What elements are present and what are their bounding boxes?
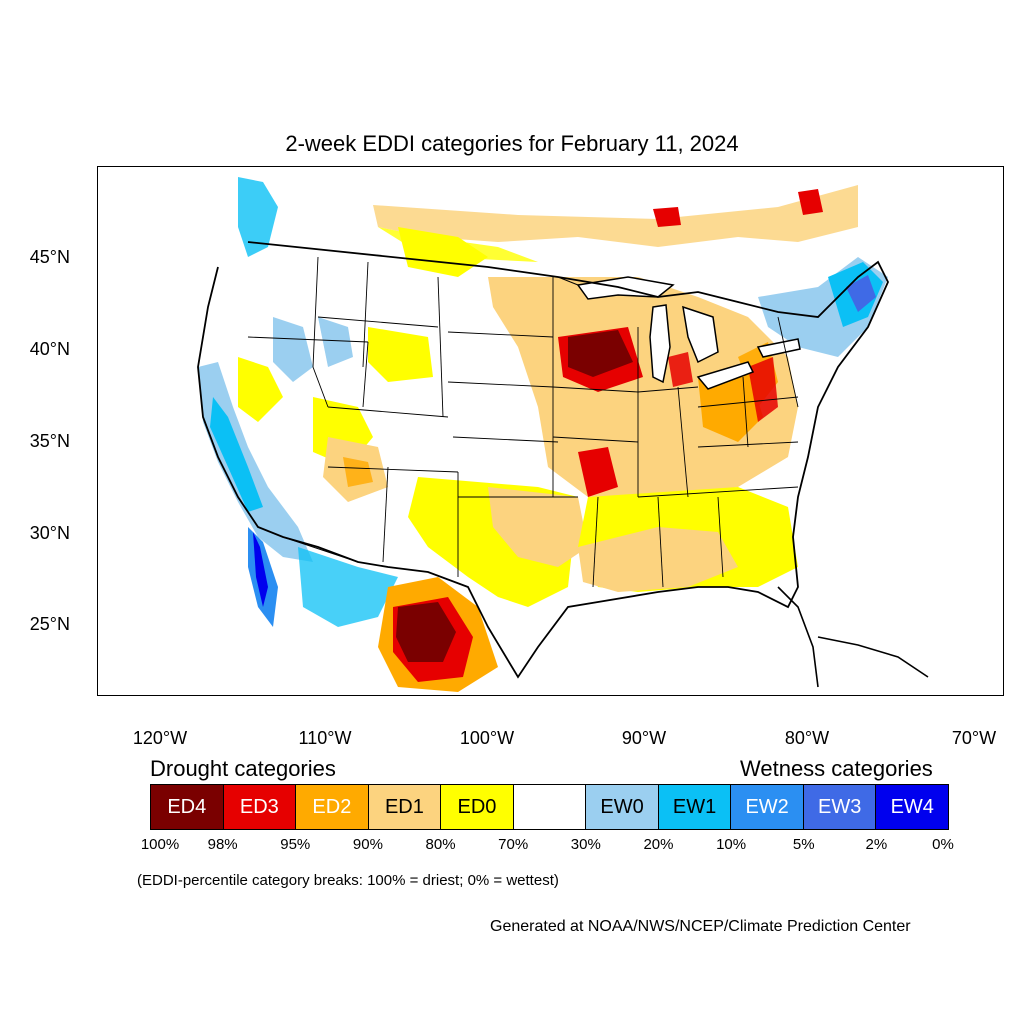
lon-label-100: 100°W bbox=[459, 728, 515, 748]
percentile-label: 90% bbox=[352, 836, 383, 853]
category-note: (EDDI-percentile category breaks: 100% =… bbox=[137, 872, 559, 889]
nv-wet-patch bbox=[273, 317, 313, 382]
canada-ed3-patch-2 bbox=[798, 189, 823, 215]
pa-ed3 bbox=[748, 357, 778, 422]
socal-wet-ew4 bbox=[253, 532, 268, 607]
west-coast-wet bbox=[198, 362, 313, 562]
percentile-label: 98% bbox=[207, 836, 238, 853]
gulf-ed1 bbox=[578, 527, 738, 592]
lake-erie bbox=[696, 361, 755, 390]
percentile-label: 0% bbox=[932, 836, 954, 853]
wetness-heading: Wetness categories bbox=[740, 756, 933, 781]
mexico-border bbox=[282, 536, 469, 588]
lon-label-120: 120°W bbox=[132, 728, 188, 748]
legend-box-ed2: ED2 bbox=[296, 785, 369, 829]
legend-color-bar: ED4 ED3 ED2 ED1 ED0 EW0 EW1 EW2 EW3 EW4 bbox=[150, 784, 949, 830]
lon-label-70: 70°W bbox=[951, 728, 997, 748]
legend-box-ed0: ED0 bbox=[441, 785, 514, 829]
co-ed2 bbox=[343, 457, 373, 487]
missouri-ed3 bbox=[578, 447, 618, 497]
map-title-text: 2-week EDDI categories for February 11, … bbox=[285, 131, 739, 156]
legend-box-ew0: EW0 bbox=[586, 785, 659, 829]
lat-label-45: 45°N bbox=[29, 247, 70, 267]
map-panel bbox=[97, 166, 1004, 696]
northeast-ew3 bbox=[846, 275, 876, 312]
lake-huron bbox=[682, 305, 719, 364]
credit-text: Generated at NOAA/NWS/NCEP/Climate Predi… bbox=[490, 918, 911, 935]
lon-label-80: 80°W bbox=[784, 728, 830, 748]
percentile-label: 10% bbox=[716, 836, 747, 853]
canada-ed3-patch bbox=[653, 207, 681, 227]
percentile-label: 100% bbox=[140, 836, 180, 853]
lon-label-90: 90°W bbox=[621, 728, 667, 748]
midwest-ed1 bbox=[488, 277, 798, 497]
legend-box-ew1: EW1 bbox=[658, 785, 732, 829]
legend-box-ed4: ED4 bbox=[151, 785, 224, 829]
legend-box-ew2: EW2 bbox=[731, 785, 804, 829]
great-basin-ed0 bbox=[238, 357, 283, 422]
florida-coast bbox=[777, 586, 819, 688]
lat-label-25: 25°N bbox=[29, 614, 70, 634]
us-outline bbox=[197, 241, 889, 679]
state-borders bbox=[247, 256, 799, 588]
lat-label-40: 40°N bbox=[29, 339, 70, 359]
percentile-label: 5% bbox=[792, 836, 815, 853]
lake-ontario bbox=[756, 338, 801, 358]
drought-heading: Drought categories bbox=[150, 756, 336, 781]
lat-label-35: 35°N bbox=[29, 431, 70, 451]
west-coast-wet-strong bbox=[210, 397, 263, 512]
legend-box-neutral bbox=[513, 785, 587, 829]
lake-michigan bbox=[649, 304, 671, 384]
cuba-coast bbox=[817, 636, 929, 678]
legend-box-ew3: EW3 bbox=[803, 785, 877, 829]
map-title: 2-week EDDI categories for February 11, … bbox=[0, 131, 1024, 157]
percentile-label: 70% bbox=[498, 836, 529, 853]
percentile-label: 80% bbox=[425, 836, 456, 853]
id-wet-patch bbox=[318, 317, 353, 367]
canada-border bbox=[247, 241, 579, 286]
percentile-label: 95% bbox=[280, 836, 311, 853]
legend-box-ew4: EW4 bbox=[876, 785, 949, 829]
legend-box-ed1: ED1 bbox=[368, 785, 442, 829]
percentile-label: 2% bbox=[865, 836, 888, 853]
percentile-label: 20% bbox=[643, 836, 674, 853]
wisconsin-ed4 bbox=[568, 330, 633, 377]
pnw-wet bbox=[238, 177, 278, 257]
legend-box-ed3: ED3 bbox=[223, 785, 297, 829]
lat-label-30: 30°N bbox=[29, 523, 70, 543]
canada-dry-region bbox=[373, 185, 858, 247]
percentile-label: 30% bbox=[570, 836, 601, 853]
eddi-map bbox=[197, 177, 929, 692]
mich-ed3 bbox=[668, 352, 693, 387]
mexico-ed4 bbox=[396, 602, 456, 662]
wy-ed0 bbox=[368, 327, 433, 382]
texas-ed1 bbox=[488, 487, 588, 567]
az-wet bbox=[298, 547, 398, 627]
lon-label-110: 110°W bbox=[298, 728, 352, 748]
